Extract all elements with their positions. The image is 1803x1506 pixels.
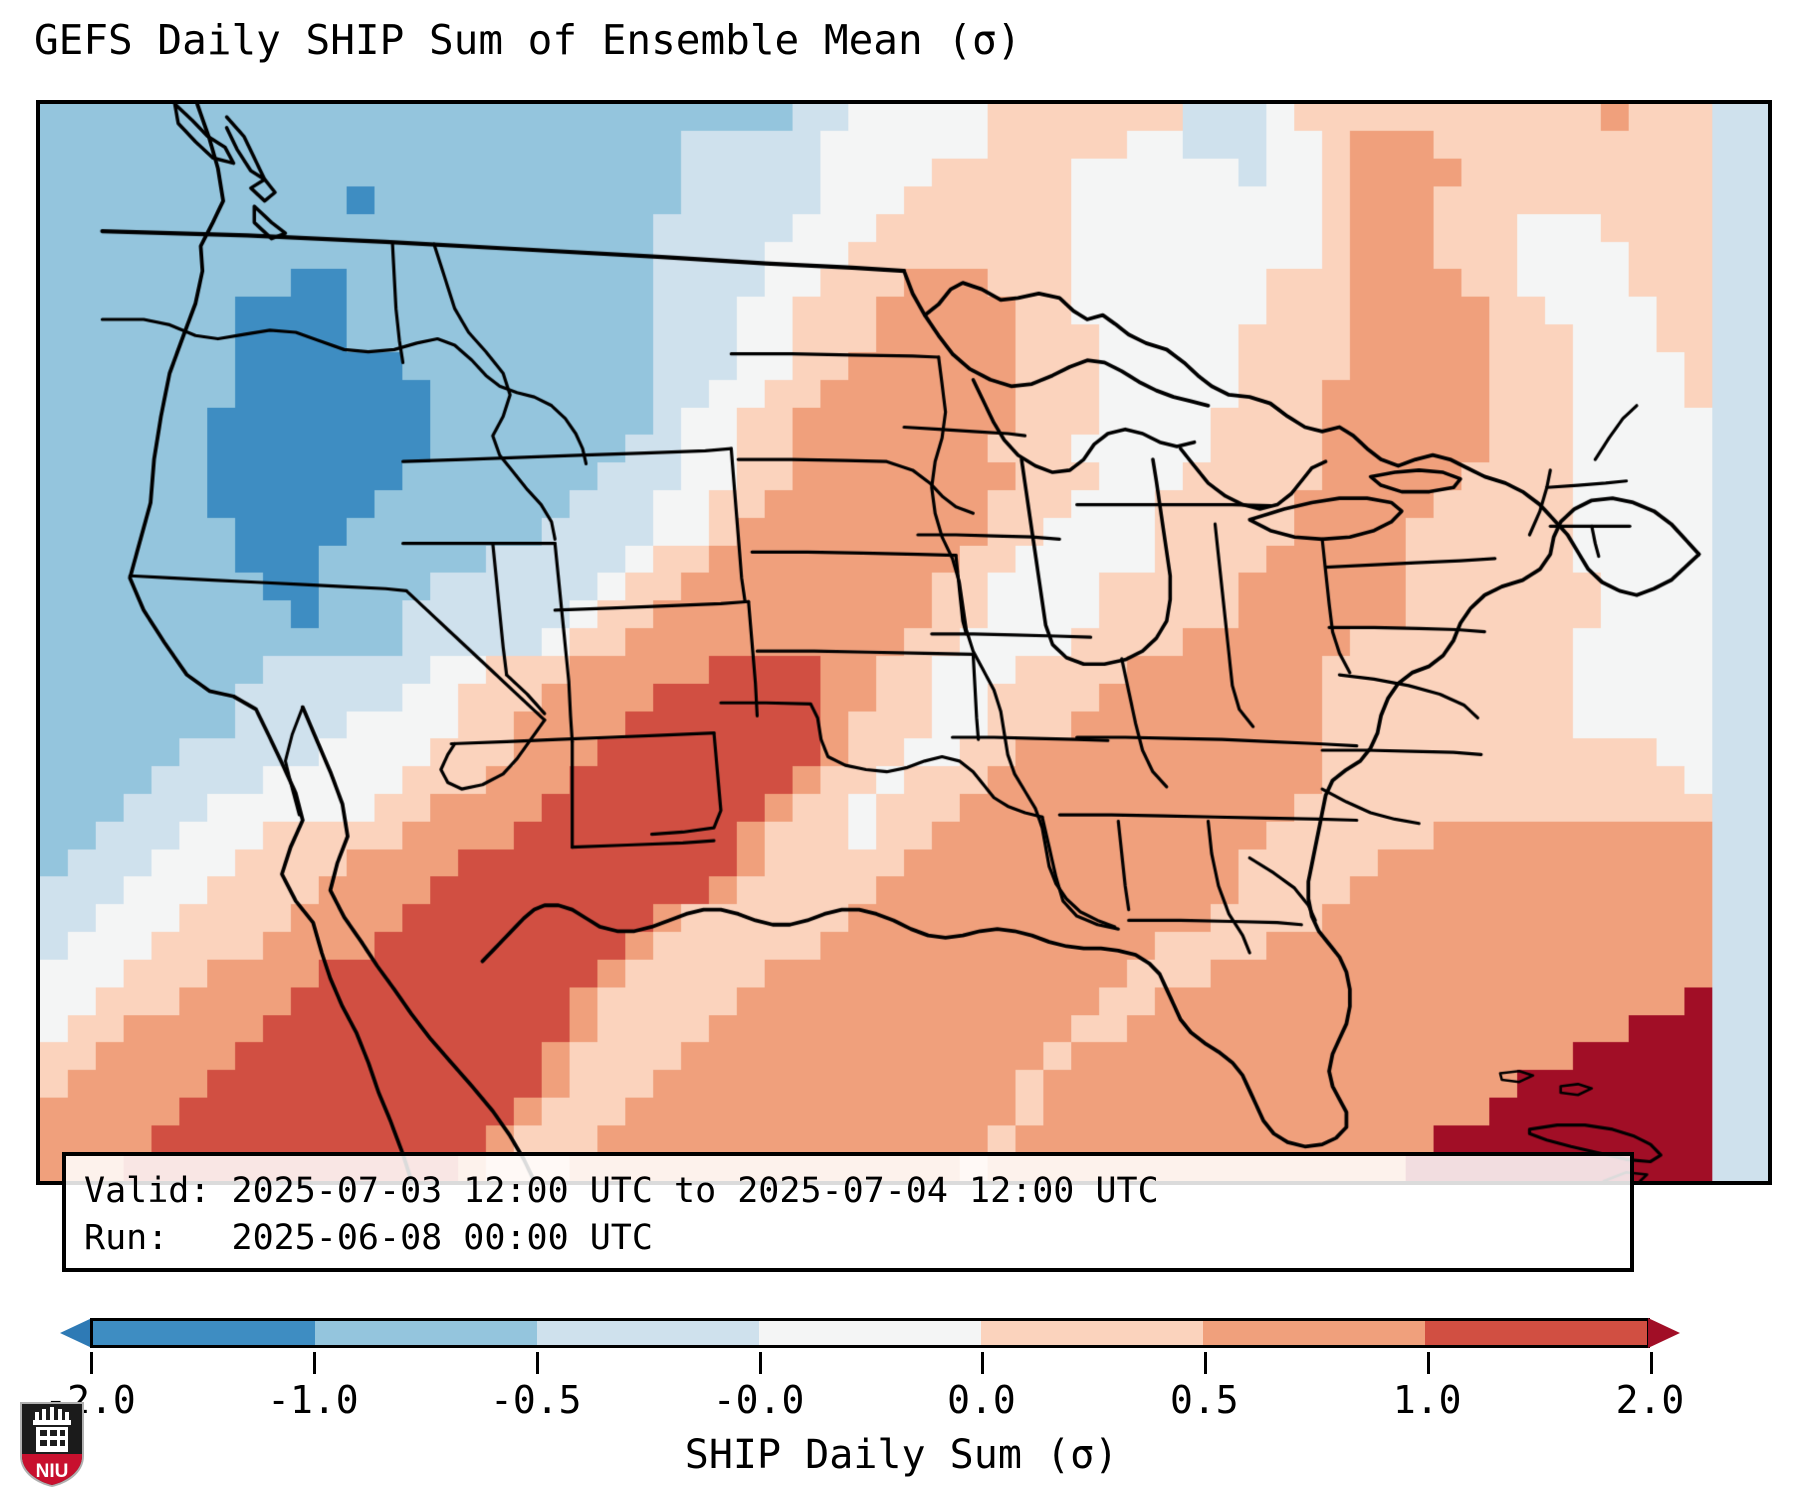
colorbar-tick-label-7: 2.0 [1615, 1378, 1685, 1422]
map-plot-area [36, 100, 1772, 1185]
colorbar-band-5 [1203, 1321, 1425, 1345]
colorbar-over-arrow [1648, 1318, 1680, 1348]
valid-time-text: Valid: 2025-07-03 12:00 UTC to 2025-07-0… [84, 1171, 1159, 1211]
colorbar-tick-5 [1204, 1352, 1208, 1374]
colorbar-under-arrow [60, 1318, 92, 1348]
colorbar-tick-label-4: 0.0 [947, 1378, 1016, 1422]
colorbar-tick-4 [981, 1352, 985, 1374]
niu-logo-text: NIU [36, 1461, 69, 1482]
colorbar-band-3 [759, 1321, 981, 1345]
colorbar-band-6 [1425, 1321, 1647, 1345]
colorbar-tick-0 [90, 1352, 93, 1374]
colorbar-tick-label-1: -1.0 [267, 1378, 359, 1422]
colorbar-axis-label: SHIP Daily Sum (σ) [684, 1432, 1119, 1478]
colorbar-tick-6 [1427, 1352, 1431, 1374]
colorbar-tick-label-6: 1.0 [1392, 1378, 1462, 1422]
colorbar-tick-label-2: -0.5 [489, 1378, 582, 1422]
colorbar-bands [90, 1318, 1650, 1348]
niu-logo: NIU [20, 1402, 84, 1487]
page-title: GEFS Daily SHIP Sum of Ensemble Mean (σ) [34, 16, 1022, 64]
geographic-borders-overlay [40, 104, 1768, 1181]
colorbar-band-0 [93, 1321, 315, 1345]
colorbar-band-4 [981, 1321, 1203, 1345]
colorbar-tick-2 [535, 1352, 539, 1374]
colorbar-tick-labels: -2.0 -1.0 -0.5 -0.0 0.0 0.5 1.0 2.0 [0, 1378, 1803, 1428]
colorbar-tick-1 [312, 1352, 316, 1374]
run-time-text: Run: 2025-06-08 00:00 UTC [84, 1218, 653, 1258]
colorbar-band-2 [537, 1321, 759, 1345]
colorbar-ticks [60, 1352, 1680, 1376]
valid-run-annotation-box: Valid: 2025-07-03 12:00 UTC to 2025-07-0… [62, 1152, 1634, 1272]
colorbar-tick-3 [758, 1352, 762, 1374]
colorbar [60, 1318, 1680, 1352]
colorbar-tick-label-5: 0.5 [1169, 1378, 1239, 1422]
colorbar-tick-7 [1650, 1352, 1653, 1374]
colorbar-band-1 [315, 1321, 537, 1345]
colorbar-tick-label-3: -0.0 [712, 1378, 805, 1422]
